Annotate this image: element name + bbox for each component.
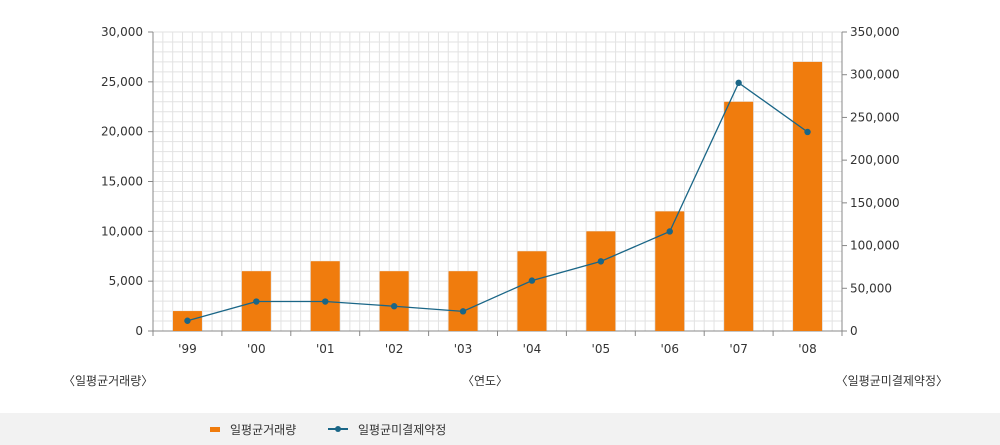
y-left-tick-label: 15,000 [101,175,143,189]
chart-area: 0 5,000 10,000 15,000 20,000 25,000 30,000 0 50,… [63,25,948,388]
y-right-tick-label: 350,000 [850,25,900,39]
y-right-tick-label: 100,000 [850,239,900,253]
x-tick-label: '00 [247,342,266,356]
y-right-tick-label: 50,000 [850,281,892,295]
y-left-tick-label: 25,000 [101,75,143,89]
line-point [528,277,536,284]
line-point [735,79,742,87]
line-point [322,298,329,305]
x-axis-title: 〈연도〉 [462,374,508,388]
y-right-tick-label: 300,000 [850,68,900,82]
x-tick-label: '99 [178,342,197,356]
y-right-tick-label: 250,000 [850,110,900,124]
line-point [597,258,605,265]
bar [724,101,754,332]
legend-bar-swatch [210,426,220,432]
line-series [187,81,808,322]
bar [517,251,547,331]
legend-item-line: 일평균미결제약정 [328,413,446,445]
y-right-tick-label: 200,000 [850,153,900,167]
legend-line-label: 일평균미결제약정 [358,422,447,437]
line-point [253,298,260,305]
line-point [184,317,191,324]
y-right-axis-title: 〈일평균미결제약정〉 [836,373,948,388]
bar [379,271,409,331]
x-tick-label: '06 [660,342,679,356]
x-tick-label: '01 [316,342,335,356]
x-tick-label: '02 [385,342,404,356]
x-tick-label: '03 [454,342,473,356]
line-point [459,308,467,315]
y-left-axis-title: 〈일평균거래량〉 [63,374,153,388]
bar [448,271,478,331]
y-left-tick-label: 30,000 [101,25,143,39]
line-point [666,228,673,235]
y-right-tick-label: 0 [850,324,858,338]
legend-item-bars: 일평균거래량 [210,413,296,445]
x-tick-label: '08 [798,342,817,356]
y-left-tick-label: 5,000 [109,274,143,288]
y-left-tick-label: 10,000 [101,224,143,238]
legend-line-swatch [328,424,348,434]
y-left-tick-label: 0 [135,324,143,338]
line-point [804,128,811,136]
line-point [390,303,398,310]
x-tick-label: '07 [729,342,748,356]
y-right-tick-label: 150,000 [850,196,900,210]
bar [586,231,616,331]
x-tick-label: '05 [592,342,611,356]
bar [793,61,823,332]
x-tick-label: '04 [523,342,542,356]
bar [310,261,340,331]
combo-chart: 0 5,000 10,000 15,000 20,000 25,000 30,000 0 50,… [63,25,948,388]
legend-bar-label: 일평균거래량 [230,422,297,437]
legend: 일평균거래량 일평균미결제약정 [0,413,1000,445]
y-left-tick-label: 20,000 [101,125,143,139]
